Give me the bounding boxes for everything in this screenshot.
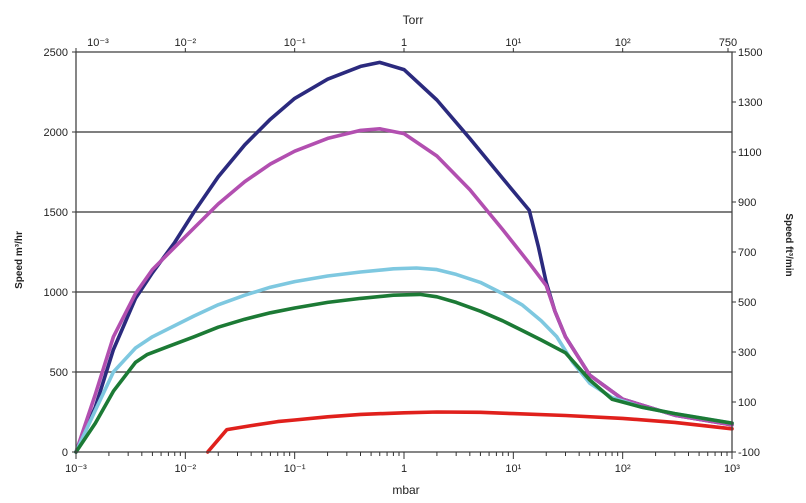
series-line-4 [74,292,734,454]
y2-tick-label: 1300 [738,97,762,109]
y-tick-label: 1500 [44,207,68,219]
x-tick-label: 10⁻¹ [284,463,306,475]
x-tick-label: 10⁻² [174,463,196,475]
y2-tick-label: 100 [738,397,756,409]
y2-tick-label: 700 [738,247,756,259]
x-tick-label: 1 [401,463,407,475]
left-axis-title: Speed m³/hr [14,231,25,289]
x2-tick-label: 750 [719,37,737,49]
x2-tick-label: 10¹ [505,37,521,49]
y2-tick-label: 500 [738,297,756,309]
x2-tick-label: 10⁻² [174,37,196,49]
data-series [74,60,734,454]
y-tick-label: 1000 [44,287,68,299]
x-tick-label: 10¹ [505,463,521,475]
axis-ticks [72,48,736,459]
right-axis-title: Speed ft³/min [783,213,794,276]
x-tick-label: 10² [615,463,631,475]
y2-tick-label: 300 [738,347,756,359]
y2-tick-label: 900 [738,197,756,209]
tick-labels: 10⁻³ 10⁻² 10⁻¹ 1 10¹ 10² 10³ 10⁻³ 10⁻² 10⁻¹ 1 10¹ 10… [44,37,763,475]
y2-tick-label: 1100 [738,147,762,159]
y-tick-label: 2500 [44,47,68,59]
y-tick-label: 2000 [44,127,68,139]
top-axis-title: Torr [403,13,424,27]
bottom-axis-title: mbar [392,483,419,497]
series-line-5 [205,410,734,454]
y2-tick-label: 1500 [738,47,762,59]
x-tick-label: 10⁻³ [65,463,87,475]
x2-tick-label: 10⁻¹ [284,37,306,49]
x-tick-label: 10³ [724,463,740,475]
series-line-2 [74,127,734,454]
y2-tick-label: -100 [738,447,760,459]
y-tick-label: 500 [50,367,68,379]
y-tick-label: 0 [62,447,68,459]
x2-tick-label: 10² [615,37,631,49]
x2-tick-label: 1 [401,37,407,49]
x2-tick-label: 10⁻³ [87,37,109,49]
